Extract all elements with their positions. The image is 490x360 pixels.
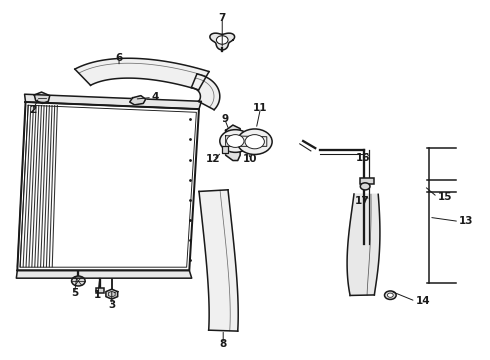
Text: 10: 10 bbox=[243, 154, 257, 165]
Polygon shape bbox=[210, 33, 235, 50]
Polygon shape bbox=[16, 270, 192, 278]
Text: 12: 12 bbox=[206, 154, 221, 165]
Circle shape bbox=[72, 276, 85, 286]
Polygon shape bbox=[225, 125, 240, 161]
Circle shape bbox=[360, 183, 370, 190]
Circle shape bbox=[220, 130, 251, 152]
Polygon shape bbox=[106, 289, 118, 299]
Circle shape bbox=[385, 291, 396, 300]
Circle shape bbox=[388, 293, 393, 297]
Circle shape bbox=[226, 135, 244, 147]
Polygon shape bbox=[347, 194, 380, 296]
Polygon shape bbox=[130, 96, 146, 105]
Circle shape bbox=[245, 135, 265, 149]
Text: 13: 13 bbox=[459, 216, 474, 226]
Text: 2: 2 bbox=[29, 105, 36, 115]
Text: 16: 16 bbox=[355, 153, 370, 163]
Text: 17: 17 bbox=[354, 196, 369, 206]
Text: 15: 15 bbox=[437, 192, 452, 202]
Polygon shape bbox=[34, 92, 50, 103]
Polygon shape bbox=[199, 190, 238, 331]
Text: 9: 9 bbox=[221, 114, 228, 124]
Text: 5: 5 bbox=[71, 288, 78, 298]
Polygon shape bbox=[75, 58, 209, 90]
Text: 6: 6 bbox=[116, 53, 122, 63]
Circle shape bbox=[237, 129, 272, 154]
Polygon shape bbox=[222, 146, 228, 153]
Circle shape bbox=[217, 36, 228, 44]
Polygon shape bbox=[24, 94, 201, 109]
Text: 3: 3 bbox=[108, 300, 116, 310]
Polygon shape bbox=[225, 136, 267, 146]
Polygon shape bbox=[17, 102, 199, 270]
Text: 4: 4 bbox=[152, 93, 159, 102]
Text: 11: 11 bbox=[253, 103, 268, 113]
Bar bbox=[360, 178, 374, 184]
Text: 14: 14 bbox=[416, 296, 430, 306]
Bar bbox=[96, 288, 103, 293]
Text: 8: 8 bbox=[220, 339, 227, 349]
Polygon shape bbox=[192, 74, 220, 110]
Text: 7: 7 bbox=[219, 13, 226, 23]
Text: 1: 1 bbox=[94, 290, 101, 300]
